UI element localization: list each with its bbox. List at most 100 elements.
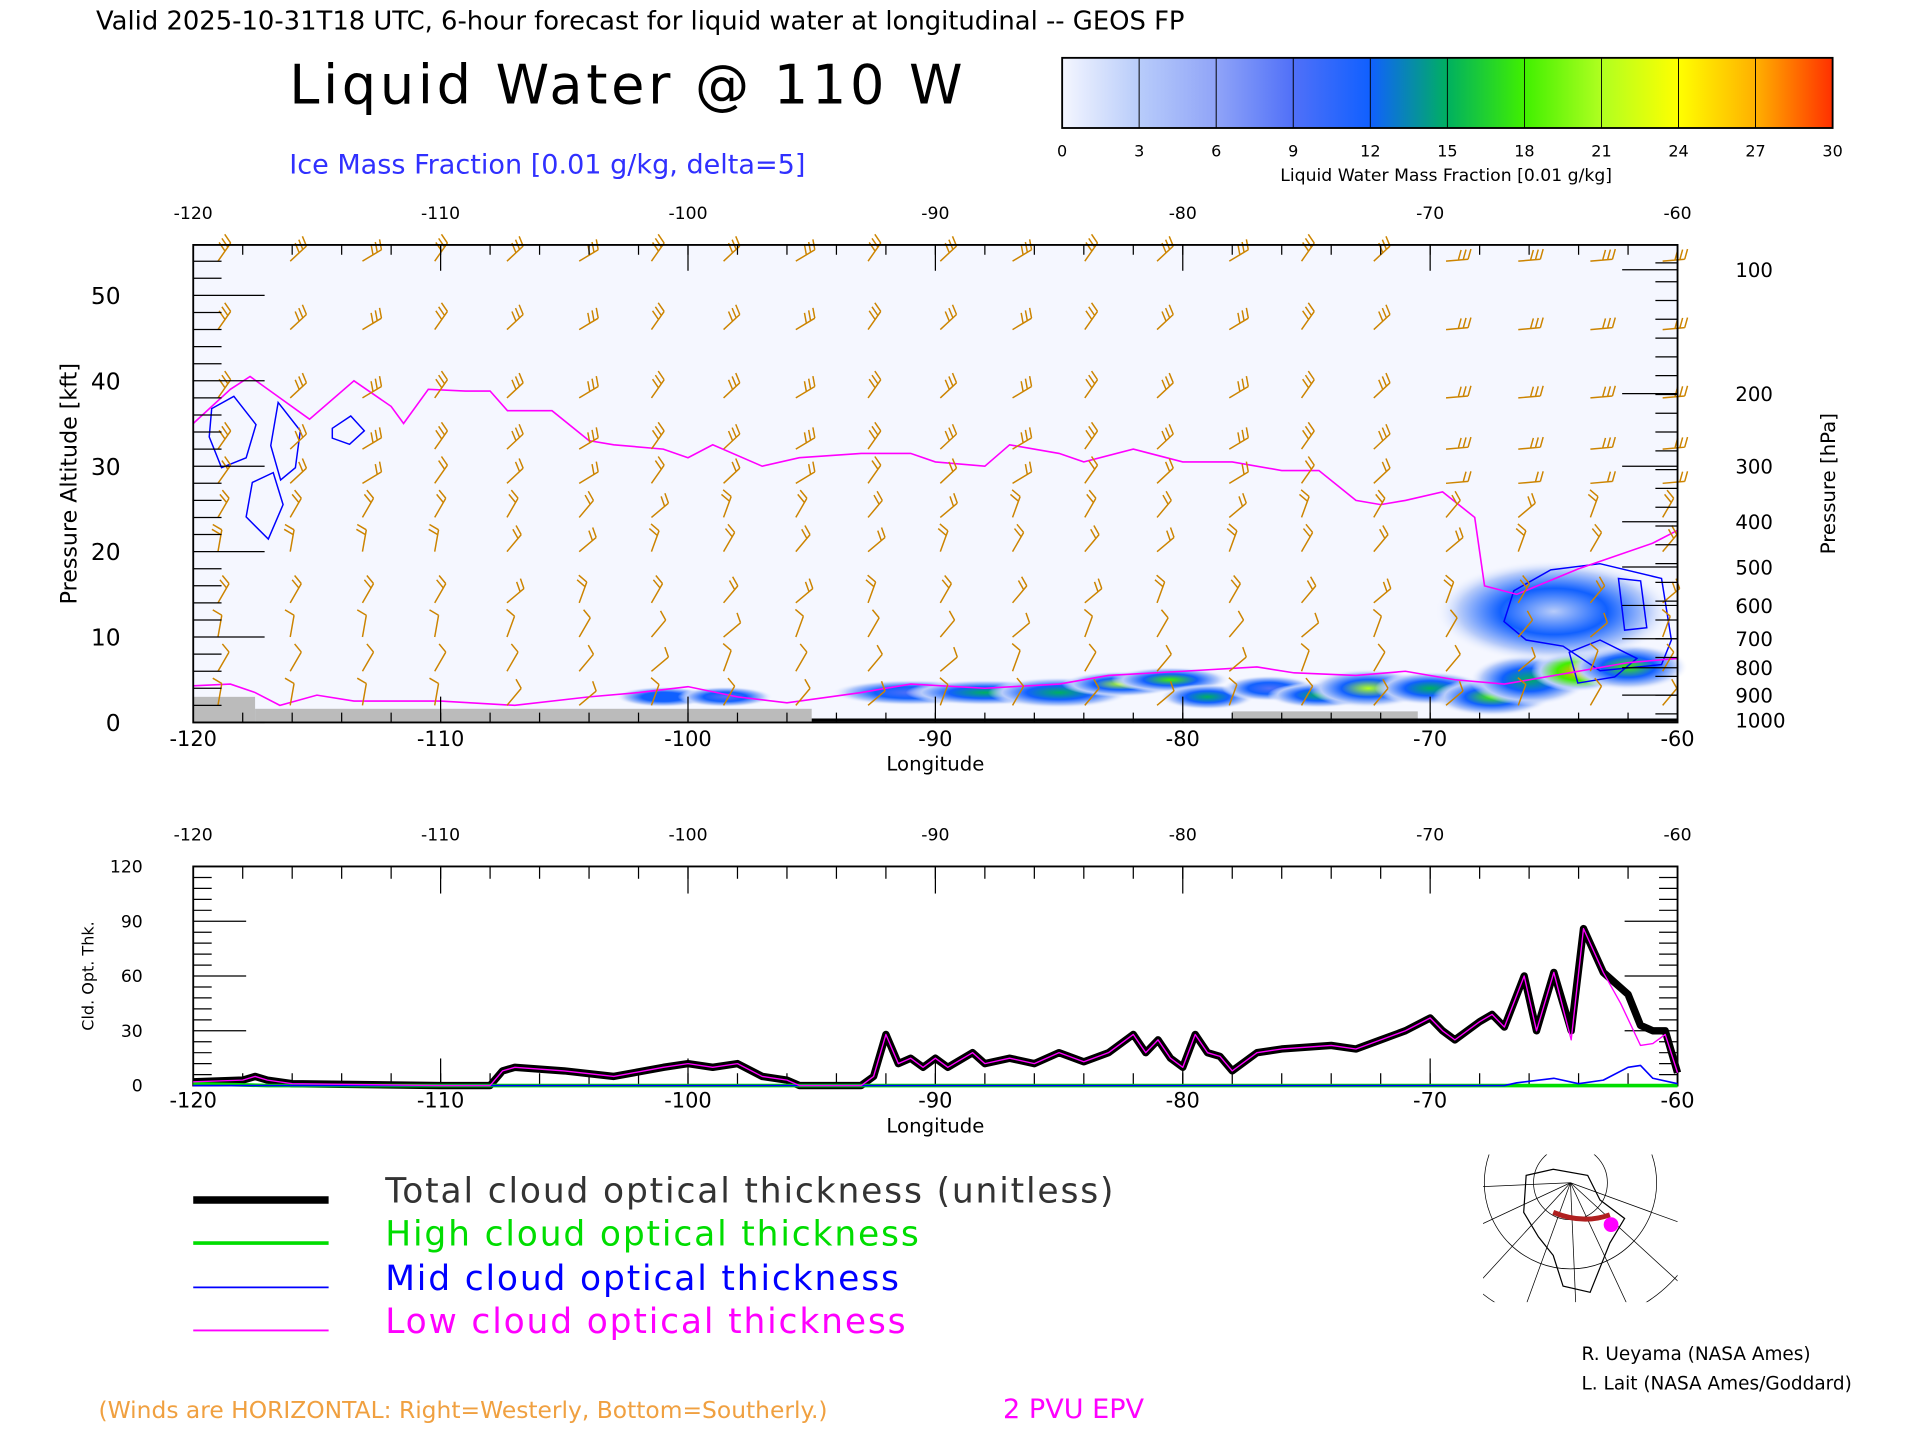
ice-contour [270,400,302,482]
x-tick-label-top: -80 [1169,204,1197,224]
wind-barb-shape [1300,302,1315,331]
wind-barb-shape [1228,376,1250,399]
wind-barb-shape [506,678,522,706]
wind-barb [361,489,375,518]
wind-barb [1228,575,1242,604]
wind-barb [429,677,440,706]
x-tick-label: -100 [664,727,711,751]
wind-barb [795,307,816,331]
pressure-tick-label: 700 [1735,628,1773,651]
x-tick-label-top: -120 [174,826,213,846]
wind-barb [939,372,958,399]
wind-barb-shape [939,458,958,484]
wind-barb-shape [723,236,741,262]
wind-barb [794,608,805,638]
wind-barb-shape [434,575,447,604]
wind-barb [867,609,880,638]
wind-barb-shape [1373,458,1391,484]
wind-barb-shape [506,458,524,484]
wind-barb-shape [578,680,597,706]
wind-barb-shape [1517,575,1530,604]
terrain [255,708,812,723]
y-tick-label: 10 [91,624,121,652]
pressure-tick-label: 100 [1735,259,1773,282]
wind-barb-shape [723,372,741,399]
wind-barb [212,677,223,706]
wind-barb-shape [434,370,449,399]
wind-barb [506,678,522,706]
wind-barb [217,233,232,262]
wind-barb [1156,423,1174,450]
wind-barb [1518,248,1544,262]
wind-barb-shape [217,456,232,484]
wind-barb [1156,527,1175,553]
wind-barb [867,370,882,399]
wind-barb-shape [506,489,519,518]
wind-barb [722,523,736,553]
wind-barb-shape [1228,493,1247,518]
wind-barb [1156,458,1174,484]
wind-barb [1228,427,1250,450]
wind-barb-shape [217,643,230,672]
wind-barb [1228,646,1247,672]
wind-barb [1084,370,1099,399]
x-tick-label: -90 [918,1089,952,1113]
wind-barb-shape [795,461,816,484]
wind-barb [506,489,519,518]
wind-barb-shape [1590,248,1617,262]
wind-barb-shape [1228,461,1250,484]
wind-barb [1300,523,1314,553]
wind-barb-shape [1084,578,1103,604]
wind-barb-shape [1300,421,1315,450]
ice-contour [208,395,257,469]
pressure-tick-label: 900 [1735,685,1773,708]
wind-barb [867,644,883,672]
wind-barb-shape [867,609,880,638]
wind-barb-shape [362,376,383,399]
wind-barb [506,578,525,604]
wind-barb-shape [939,610,956,638]
wind-barb-shape [1156,458,1174,484]
wind-barb [356,523,368,552]
wind-barb-shape [1301,612,1320,638]
wind-barb [1662,678,1678,706]
wind-barb [1300,643,1310,672]
wind-barb-shape [1083,608,1094,638]
bottom-ylabel: Cld. Opt. Thk. [79,921,98,1030]
wind-barb [1084,233,1099,262]
colorbar-tick: 0 [1057,141,1067,160]
wind-barb [722,643,732,672]
wind-barb [1587,489,1599,518]
wind-barb [1445,490,1461,518]
wind-barb-shape [1589,612,1609,638]
wind-barb-shape [1662,525,1678,553]
wind-barb [1517,493,1536,518]
wind-barb [867,302,882,331]
x-tick-label: -60 [1660,1089,1694,1113]
terrain [193,696,256,723]
wind-barb-shape [939,236,958,262]
wind-barb-shape [289,643,302,672]
wind-barb-shape [648,523,660,552]
wind-barb-shape [795,578,814,604]
top-xlabel: Longitude [886,752,984,775]
y-tick-label: 30 [91,453,121,481]
wind-barb-shape [284,677,295,706]
colorbar-segment [1215,57,1294,129]
map-content [1483,1154,1678,1303]
wind-barb-shape [506,525,522,553]
wind-barb [1300,370,1315,399]
wind-barb-shape [506,423,524,450]
wind-barb [1373,525,1389,553]
wind-barb-shape [212,677,223,706]
wind-barb [283,523,295,552]
wind-barb-shape [361,575,375,604]
ice-contour [1617,577,1648,631]
wind-barb [939,677,949,706]
x-tick-label: -100 [664,1089,711,1113]
wind-barb [1154,574,1166,604]
wind-barb-shape [1518,436,1544,450]
wind-barb-shape [650,677,660,706]
wind-barb [1517,677,1527,706]
wind-barb-shape [867,370,882,399]
